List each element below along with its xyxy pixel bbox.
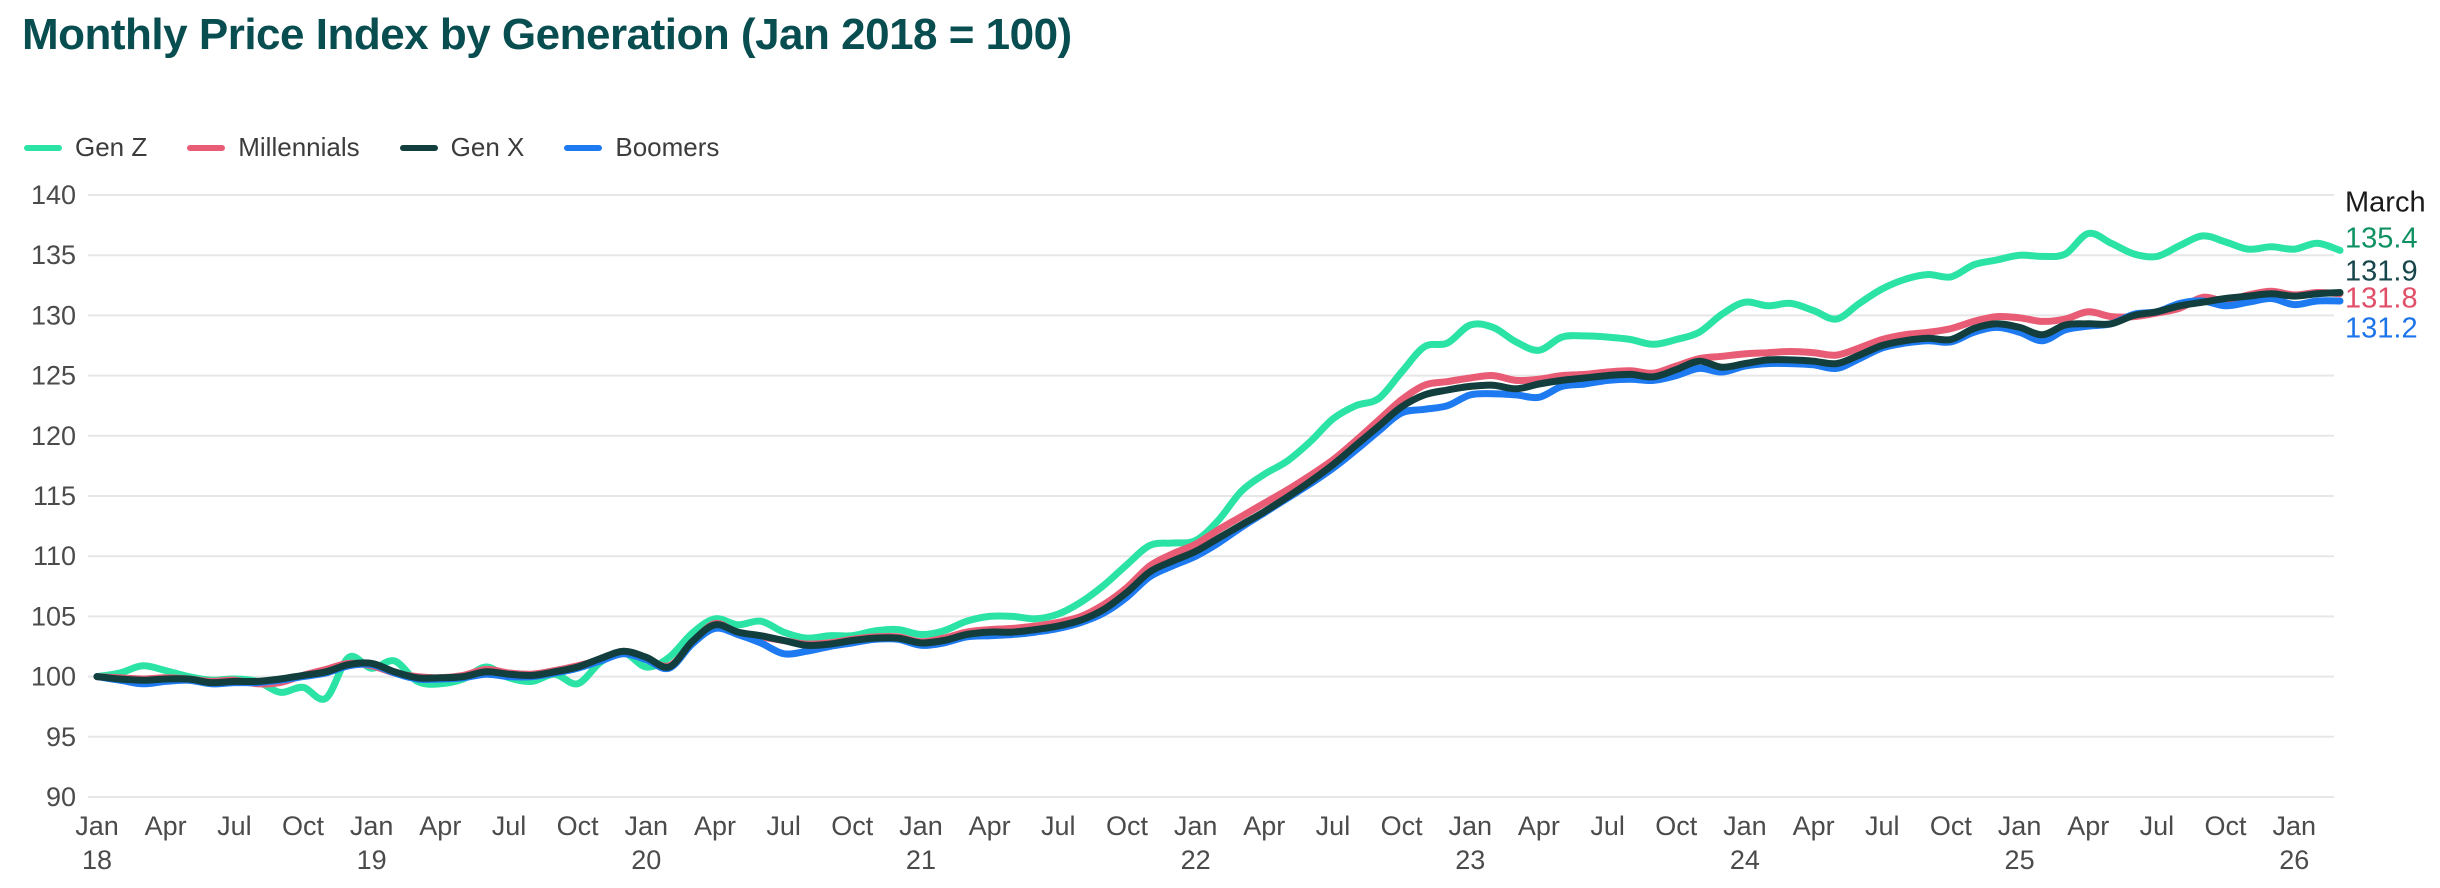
legend-swatch-icon [24, 144, 62, 151]
x-axis-tick-label: Jan [1723, 811, 1767, 841]
x-axis-tick-label: Jul [1316, 811, 1351, 841]
legend-item-millennials: Millennials [187, 132, 360, 163]
legend-item-boomers: Boomers [564, 132, 719, 163]
legend-label: Gen Z [75, 132, 148, 162]
x-axis-tick-label: Apr [145, 811, 187, 841]
end-value-label-gen-z: 135.4 [2345, 222, 2418, 255]
y-axis-tick-label: 120 [31, 421, 76, 451]
x-axis-tick-label: Apr [419, 811, 461, 841]
x-axis-tick-label: Oct [1655, 811, 1698, 841]
x-axis-tick-label: Jul [2140, 811, 2175, 841]
y-axis-tick-label: 115 [33, 481, 76, 511]
x-axis-tick-label: Jul [1865, 811, 1900, 841]
y-axis-tick-label: 100 [31, 662, 76, 692]
legend-item-gen-z: Gen Z [24, 132, 147, 163]
y-axis-tick-label: 90 [46, 782, 76, 812]
x-axis-tick-label: Jan [1174, 811, 1218, 841]
x-axis-year-label: 22 [1181, 845, 1211, 875]
y-axis-tick-label: 135 [31, 240, 76, 270]
legend-item-gen-x: Gen X [399, 132, 525, 163]
legend-swatch-icon [399, 144, 438, 151]
x-axis-tick-label: Oct [831, 811, 874, 841]
y-axis-tick-label: 140 [31, 180, 76, 210]
y-axis-tick-label: 125 [31, 361, 76, 391]
x-axis-year-label: 21 [906, 845, 936, 875]
legend-label: Boomers [615, 132, 720, 162]
y-axis-tick-label: 110 [33, 541, 76, 571]
x-axis-year-label: 25 [2005, 845, 2035, 875]
x-axis-year-label: 24 [1730, 845, 1760, 875]
x-axis-tick-label: Jan [625, 811, 669, 841]
end-value-label-gen-x: 131.9 [2345, 255, 2418, 288]
chart-title: Monthly Price Index by Generation (Jan 2… [22, 10, 1072, 59]
x-axis-tick-label: Jan [1448, 811, 1492, 841]
x-axis-tick-label: Apr [694, 811, 736, 841]
y-axis-tick-label: 95 [46, 722, 76, 752]
x-axis-tick-label: Jan [2272, 811, 2316, 841]
legend-swatch-icon [187, 144, 226, 151]
end-value-label-boomers: 131.2 [2345, 312, 2418, 345]
x-axis-tick-label: Jan [75, 811, 119, 841]
x-axis-tick-label: Jul [1590, 811, 1625, 841]
x-axis-tick-label: Oct [1106, 811, 1149, 841]
x-axis-year-label: 20 [631, 845, 661, 875]
series-line-gen-z [93, 229, 2344, 703]
legend-label: Gen X [450, 132, 525, 162]
x-axis-tick-label: Jan [1998, 811, 2042, 841]
x-axis-tick-label: Apr [2067, 811, 2109, 841]
series-line-millennials [93, 287, 2344, 688]
x-axis-year-label: 26 [2279, 845, 2309, 875]
annotation-month-label: March [2345, 186, 2426, 219]
x-axis-tick-label: Oct [2205, 811, 2248, 841]
x-axis-year-label: 23 [1455, 845, 1485, 875]
x-axis-tick-label: Jul [766, 811, 801, 841]
x-axis-year-label: 18 [82, 845, 112, 875]
series-line-boomers [93, 294, 2344, 688]
x-axis-tick-label: Jan [350, 811, 394, 841]
legend-swatch-icon [564, 144, 603, 151]
x-axis-tick-label: Apr [1243, 811, 1285, 841]
x-axis-tick-label: Oct [1930, 811, 1973, 841]
x-axis-tick-label: Jan [899, 811, 943, 841]
x-axis-tick-label: Apr [1518, 811, 1560, 841]
x-axis-tick-label: Apr [1793, 811, 1835, 841]
x-axis-tick-label: Oct [1381, 811, 1424, 841]
end-value-label-millennials: 131.8 [2345, 282, 2418, 315]
x-axis-tick-label: Apr [969, 811, 1011, 841]
x-axis-tick-label: Jul [492, 811, 527, 841]
x-axis-tick-label: Oct [557, 811, 600, 841]
chart-legend: Gen Z Millennials Gen X Boomers [24, 132, 719, 163]
series-line-gen-x [93, 289, 2344, 687]
x-axis-tick-label: Jul [217, 811, 252, 841]
y-axis-tick-label: 130 [31, 300, 76, 330]
x-axis-tick-label: Jul [1041, 811, 1076, 841]
y-axis-tick-label: 105 [31, 601, 76, 631]
legend-label: Millennials [238, 132, 360, 162]
x-axis-year-label: 19 [357, 845, 387, 875]
x-axis-tick-label: Oct [282, 811, 325, 841]
